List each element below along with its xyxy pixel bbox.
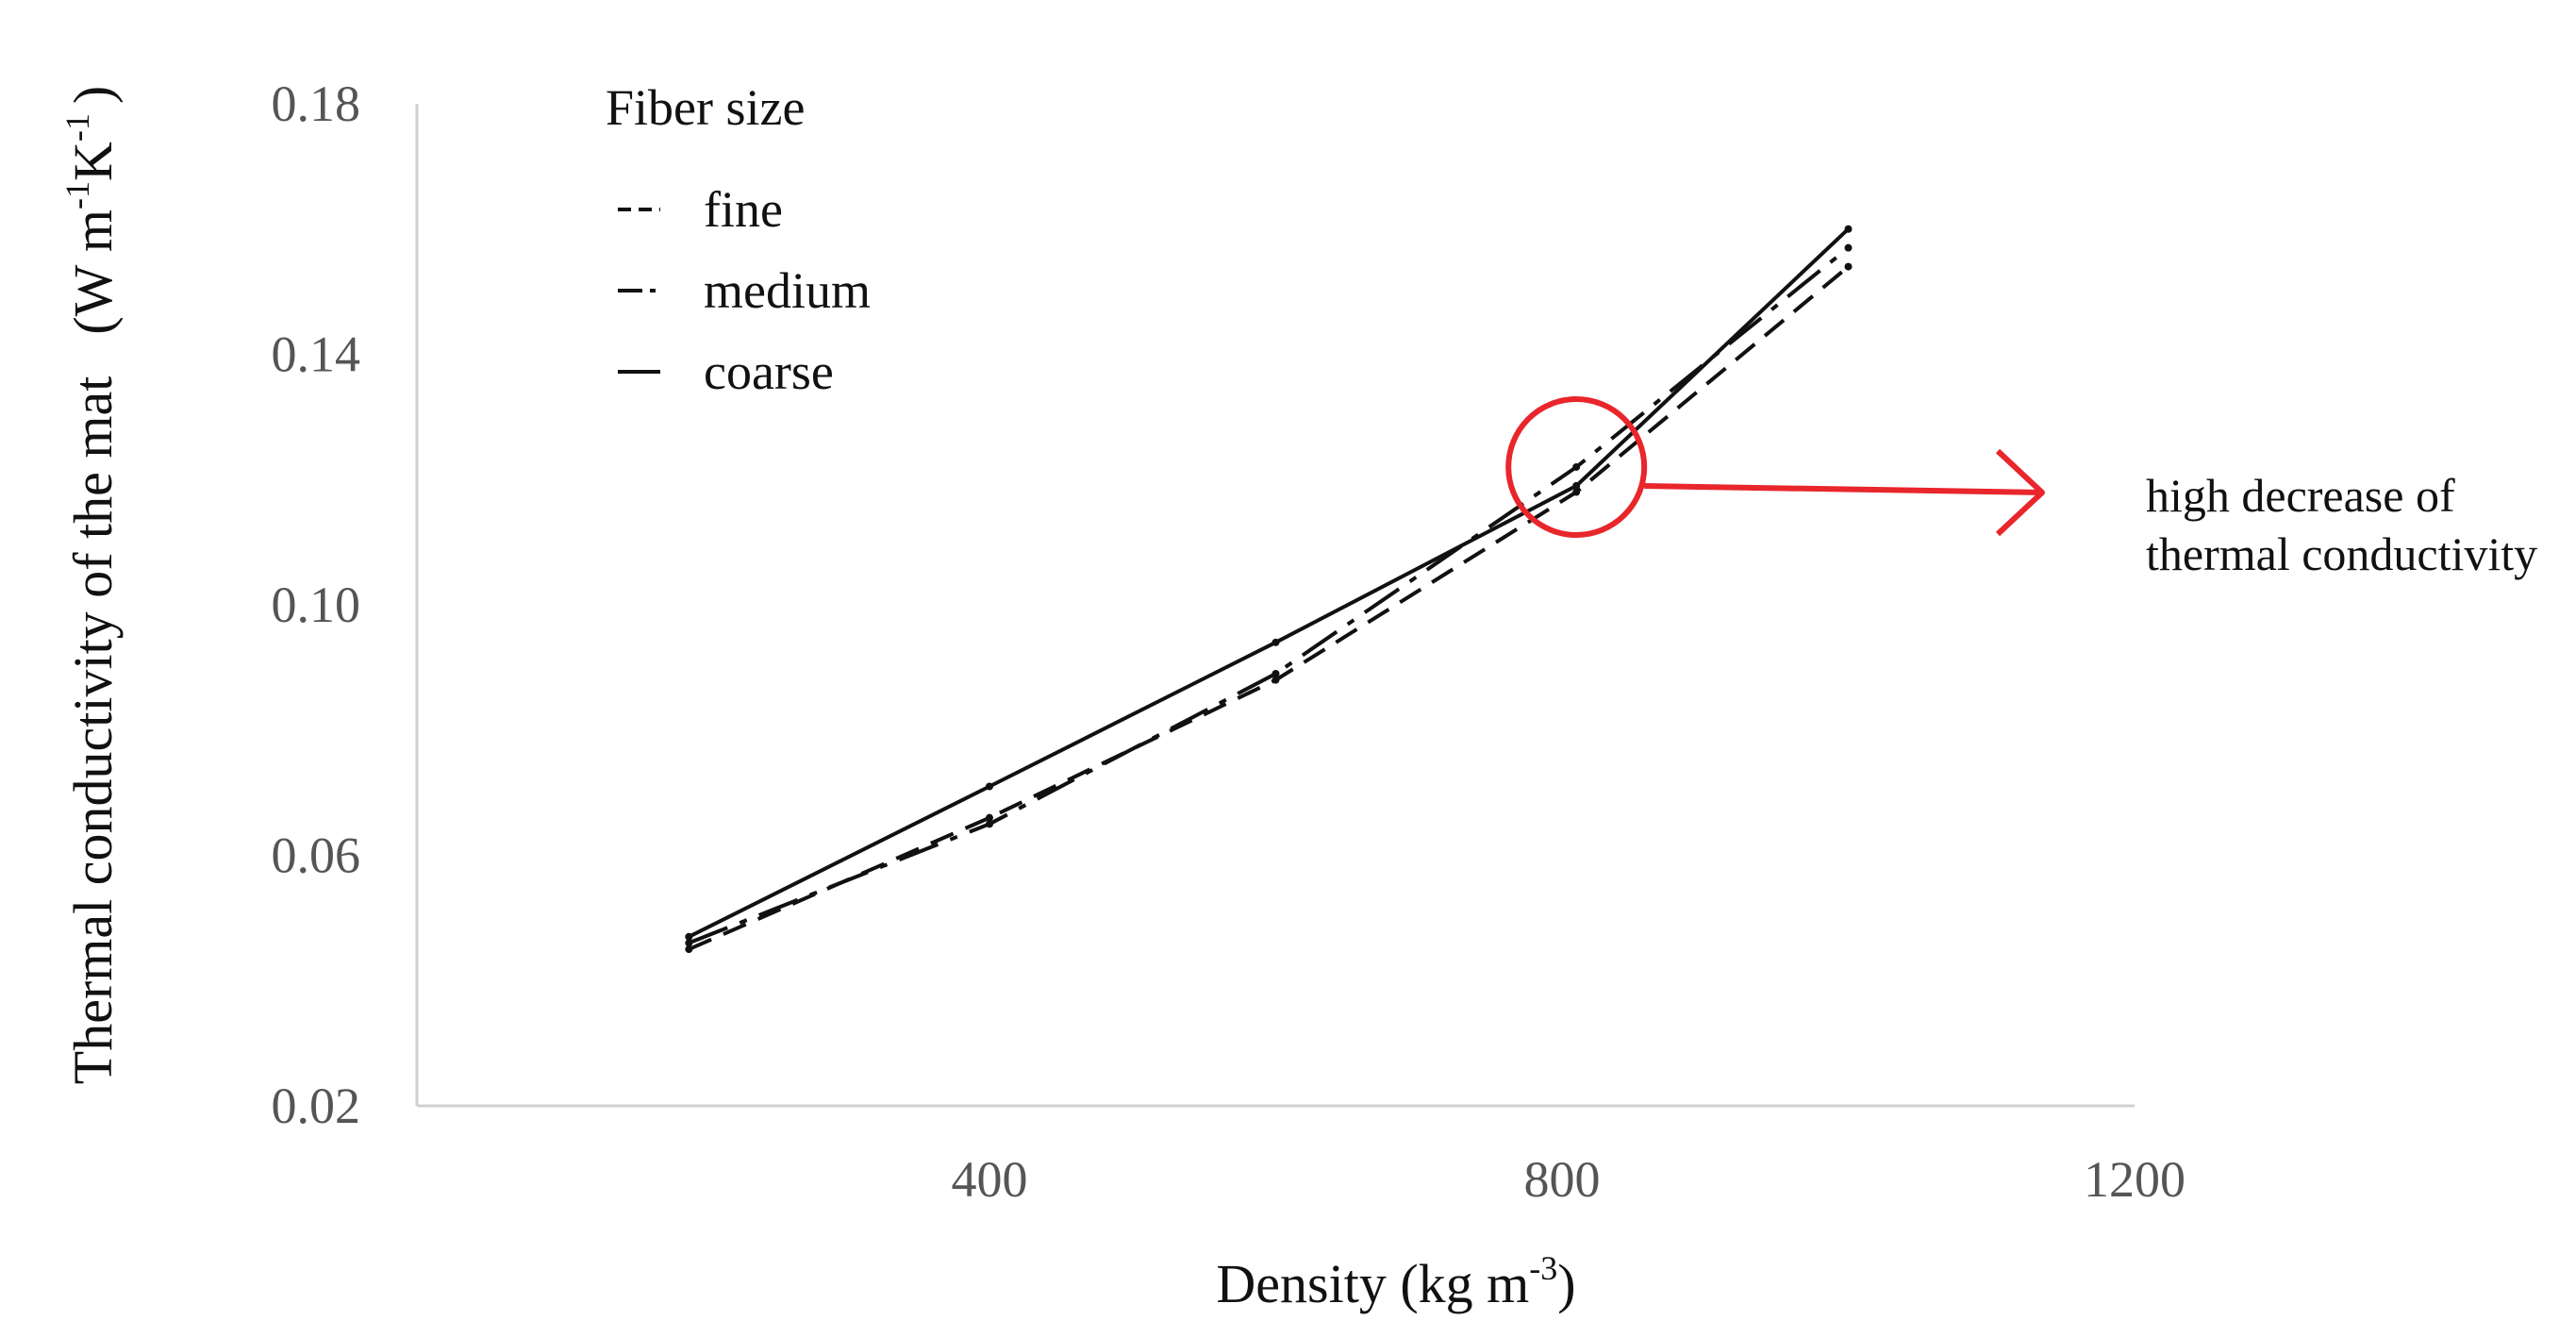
annotation-arrow-head [1995, 448, 2045, 537]
y-tick-label: 0.06 [272, 827, 361, 884]
legend: Fiber size fine medium coarse [606, 79, 871, 400]
data-point-medium [1844, 243, 1853, 252]
annotation-text-line: thermal conductivity [2146, 527, 2537, 580]
series-line-fine [688, 265, 1850, 951]
series-lines [685, 225, 1853, 954]
data-point-fine [1572, 488, 1581, 496]
tick-labels: 400 800 1200 0.02 0.06 0.10 0.14 0.18 [272, 75, 2186, 1208]
x-tick-label: 800 [1524, 1151, 1601, 1208]
data-point-coarse [1572, 481, 1581, 490]
data-point-fine [1844, 262, 1853, 271]
data-point-coarse [1844, 225, 1853, 233]
data-point-medium [685, 939, 693, 947]
data-point-fine [685, 945, 693, 954]
data-point-medium [1271, 670, 1280, 678]
y-tick-label: 0.14 [272, 326, 361, 383]
series-line-coarse [688, 227, 1850, 939]
annotation-text-line: high decrease of [2146, 469, 2455, 522]
data-point-fine [986, 813, 993, 822]
data-point-coarse [1271, 638, 1280, 646]
legend-title: Fiber size [606, 79, 805, 136]
data-point-fine [1271, 676, 1280, 684]
legend-label-medium: medium [704, 262, 871, 319]
legend-label-fine: fine [704, 181, 783, 238]
annotation-arrow-shaft [1644, 483, 2043, 495]
series-line-medium [688, 246, 1850, 945]
x-tick-label: 400 [952, 1151, 1028, 1208]
y-tick-label: 0.02 [272, 1078, 361, 1134]
data-point-coarse [685, 932, 693, 941]
x-tick-label: 1200 [2084, 1151, 2185, 1208]
y-tick-label: 0.18 [272, 75, 361, 132]
data-point-medium [986, 820, 993, 828]
legend-label-coarse: coarse [704, 343, 834, 400]
data-point-coarse [986, 782, 993, 791]
axes [415, 104, 2135, 1108]
y-axis-title: Thermal conductivity of the mat(W m-1K-1… [58, 86, 124, 1084]
x-axis-title: Density (kg m-3) [1216, 1249, 1575, 1314]
y-tick-label: 0.10 [272, 577, 361, 633]
highlight-circle [1505, 395, 1648, 538]
data-point-medium [1572, 462, 1581, 471]
